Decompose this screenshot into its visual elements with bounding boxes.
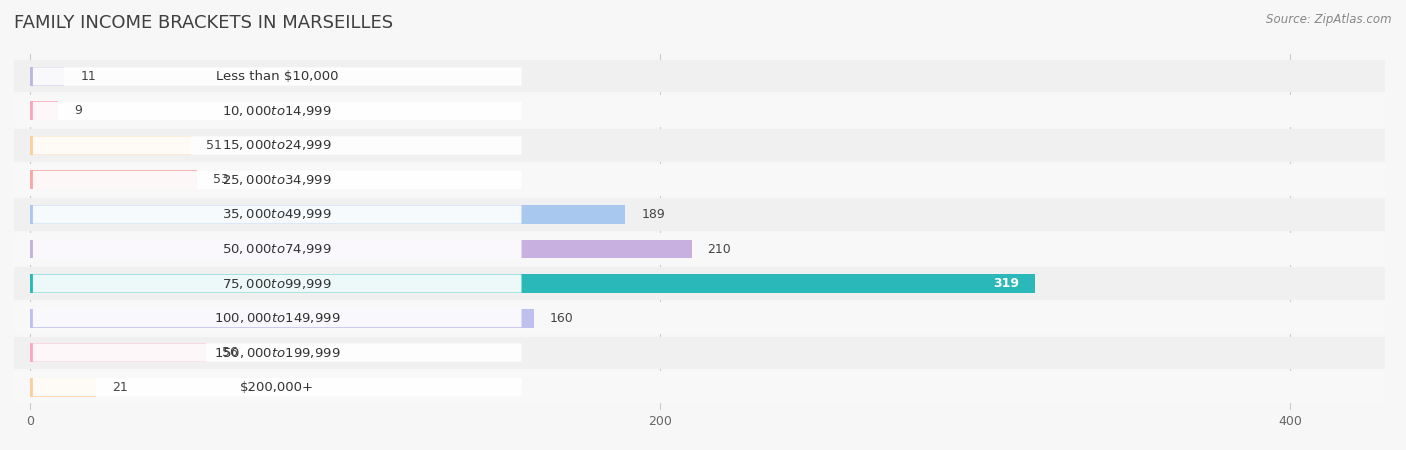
Text: 53: 53	[212, 174, 228, 186]
Text: 189: 189	[641, 208, 665, 221]
Bar	[14, 233, 1385, 265]
Bar	[14, 95, 1385, 127]
Bar	[30, 171, 197, 189]
FancyBboxPatch shape	[32, 240, 522, 258]
Bar	[30, 378, 96, 396]
FancyBboxPatch shape	[32, 274, 522, 292]
Text: $10,000 to $14,999: $10,000 to $14,999	[222, 104, 332, 118]
Text: 210: 210	[707, 243, 731, 256]
Text: 21: 21	[111, 381, 128, 394]
Bar	[30, 136, 191, 155]
Text: Source: ZipAtlas.com: Source: ZipAtlas.com	[1267, 14, 1392, 27]
Text: $75,000 to $99,999: $75,000 to $99,999	[222, 276, 332, 291]
FancyBboxPatch shape	[32, 378, 522, 396]
FancyBboxPatch shape	[32, 205, 522, 224]
Bar	[14, 198, 1385, 230]
Text: 51: 51	[207, 139, 222, 152]
Bar	[30, 101, 58, 121]
FancyBboxPatch shape	[32, 102, 522, 120]
Bar	[30, 67, 65, 86]
Bar	[14, 337, 1385, 369]
Bar	[14, 267, 1385, 300]
FancyBboxPatch shape	[32, 68, 522, 86]
Text: 319: 319	[994, 277, 1019, 290]
Bar	[14, 130, 1385, 162]
Text: $100,000 to $149,999: $100,000 to $149,999	[214, 311, 340, 325]
Bar	[30, 343, 207, 362]
Bar	[30, 274, 1035, 293]
Bar	[14, 371, 1385, 403]
Text: 9: 9	[75, 104, 82, 117]
Text: $150,000 to $199,999: $150,000 to $199,999	[214, 346, 340, 360]
Text: $50,000 to $74,999: $50,000 to $74,999	[222, 242, 332, 256]
FancyBboxPatch shape	[32, 309, 522, 327]
Text: 160: 160	[550, 311, 574, 324]
Text: $35,000 to $49,999: $35,000 to $49,999	[222, 207, 332, 221]
Bar	[30, 309, 534, 328]
Text: Less than $10,000: Less than $10,000	[217, 70, 339, 83]
Bar	[14, 60, 1385, 93]
Bar	[30, 205, 626, 224]
Bar	[14, 302, 1385, 334]
Bar	[30, 239, 692, 258]
FancyBboxPatch shape	[32, 136, 522, 155]
Text: 11: 11	[80, 70, 96, 83]
Text: $200,000+: $200,000+	[240, 381, 314, 394]
Text: FAMILY INCOME BRACKETS IN MARSEILLES: FAMILY INCOME BRACKETS IN MARSEILLES	[14, 14, 394, 32]
Text: $25,000 to $34,999: $25,000 to $34,999	[222, 173, 332, 187]
FancyBboxPatch shape	[32, 171, 522, 189]
Text: 56: 56	[222, 346, 238, 359]
Text: $15,000 to $24,999: $15,000 to $24,999	[222, 139, 332, 153]
FancyBboxPatch shape	[32, 343, 522, 362]
Bar	[14, 164, 1385, 196]
